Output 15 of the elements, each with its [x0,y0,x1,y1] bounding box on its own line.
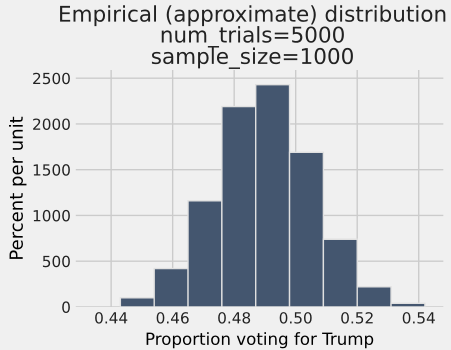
y-tick-label: 0 [62,301,70,313]
x-tick-label: 0.46 [156,312,189,324]
y-tick-label: 500 [42,256,70,268]
y-tick-label: 2500 [33,72,70,84]
chart-title: Empirical (approximate) distribution num_trials=5000 sample_size=1000 [60,5,446,69]
y-tick-label: 2000 [33,118,70,130]
x-axis-title: Proportion voting for Trump [146,332,374,348]
x-tick-label: 0.48 [218,312,250,324]
x-tick-label: 0.52 [341,312,373,324]
y-axis-title: Percent per unit [8,116,26,259]
x-tick-label: 0.50 [280,312,312,324]
y-tick-label: 1000 [34,210,70,222]
y-tick-label: 1500 [34,164,70,176]
x-tick-label: 0.54 [402,312,435,324]
x-tick-label: 0.44 [95,312,128,324]
